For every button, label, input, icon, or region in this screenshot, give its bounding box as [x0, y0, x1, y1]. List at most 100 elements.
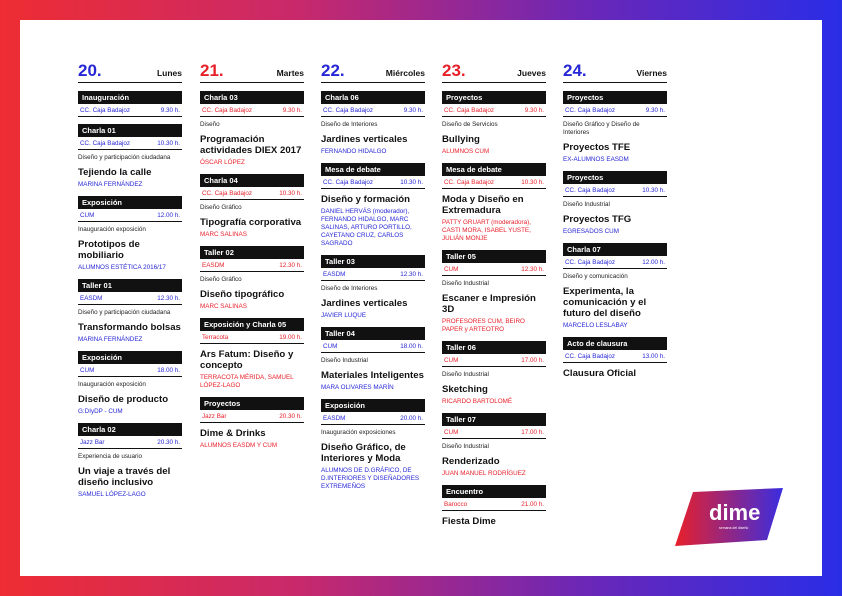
event-location-row: CUM 18.00 h. [321, 340, 425, 353]
event-time: 10.30 h. [400, 179, 423, 186]
event-place: CC. Caja Badajoz [202, 107, 253, 114]
event-block: Taller 01 EASDM 12.30 h. Diseño y participa… [78, 279, 182, 344]
event-label: Exposición [78, 196, 182, 209]
event-title: Moda y Diseño en Extremadura [442, 194, 524, 216]
event-location-row: CC. Caja Badajoz 9.30 h. [200, 104, 304, 117]
event-category: Inauguración exposición [78, 226, 146, 233]
event-label: Charla 03 [200, 91, 304, 104]
logo-text: dime [709, 500, 760, 525]
event-location-row: CC. Caja Badajoz 9.30 h. [563, 104, 667, 117]
event-speakers: MARCELO LESLABAY [563, 322, 628, 329]
event-time: 12.00 h. [157, 212, 180, 219]
event-category: Diseño Industrial [442, 280, 489, 287]
event-speakers: MARC SALINAS [200, 231, 247, 238]
event-time: 17.00 h. [521, 429, 544, 436]
event-place: CC. Caja Badajoz [323, 179, 374, 186]
event-place: CC. Caja Badajoz [323, 107, 374, 114]
event-title: Jardines verticales [321, 134, 408, 145]
event-place: Terracota [202, 334, 229, 341]
event-location-row: Terracota 19.00 h. [200, 331, 304, 344]
event-label: Charla 07 [563, 243, 667, 256]
event-title: Clausura Oficial [563, 368, 637, 379]
event-category: Diseño Industrial [321, 357, 368, 364]
event-label: Exposición y Charla 05 [200, 318, 304, 331]
day-name: Viernes [636, 68, 667, 78]
event-location-row: CC. Caja Badajoz 10.30 h. [321, 176, 425, 189]
event-label: Taller 02 [200, 246, 304, 259]
event-place: CUM [80, 367, 95, 374]
event-label: Charla 06 [321, 91, 425, 104]
event-speakers: FERNANDO HIDALGO [321, 148, 387, 155]
event-block: Charla 03 CC. Caja Badajoz 9.30 h. Diseño Pr… [200, 91, 304, 167]
event-label: Taller 05 [442, 250, 546, 263]
day-header: 20. Lunes [78, 60, 182, 83]
event-label: Taller 04 [321, 327, 425, 340]
event-block: Exposición CUM 18.00 h. Inauguración exposi… [78, 351, 182, 416]
event-place: CC. Caja Badajoz [444, 179, 495, 186]
event-title: Tejiendo la calle [78, 167, 152, 178]
event-speakers: ALUMNOS CUM [442, 148, 490, 155]
event-title: Diseño tipográfico [200, 289, 285, 300]
event-label: Encuentro [442, 485, 546, 498]
day-column: 22. Miércoles Charla 06 CC. Caja Badajoz 9.3… [321, 60, 425, 498]
event-location-row: CC. Caja Badajoz 12.00 h. [563, 256, 667, 269]
event-category: Experiencia de usuario [78, 453, 143, 460]
event-time: 18.00 h. [157, 367, 180, 374]
event-time: 9.30 h. [645, 107, 665, 114]
event-block: Charla 06 CC. Caja Badajoz 9.30 h. Diseño d… [321, 91, 425, 156]
event-speakers: TERRACOTA MÉRIDA, SAMUEL LÓPEZ-LAGO [200, 374, 294, 389]
event-block: Proyectos CC. Caja Badajoz 9.30 h. Diseño G… [563, 91, 667, 164]
schedule-sheet: 20. Lunes Inauguración CC. Caja Badajoz 9.30… [20, 20, 822, 576]
event-time: 13.00 h. [642, 353, 665, 360]
event-location-row: CC. Caja Badajoz 9.30 h. [321, 104, 425, 117]
event-title: Proyectos TFG [563, 214, 632, 225]
event-block: Acto de clausura CC. Caja Badajoz 13.00 h.… [563, 337, 667, 379]
event-title: Sketching [442, 384, 488, 395]
day-name: Lunes [156, 68, 182, 78]
event-speakers: SAMUEL LÓPEZ-LAGO [78, 491, 146, 498]
event-block: Taller 04 CUM 18.00 h. Diseño Industrial Mat… [321, 327, 425, 392]
event-time: 12.30 h. [400, 271, 423, 278]
day-name: Martes [276, 68, 304, 78]
event-time: 9.30 h. [282, 107, 302, 114]
event-label: Proyectos [200, 397, 304, 410]
event-block: Exposición EASDM 20.00 h. Inauguración expo… [321, 399, 425, 491]
event-block: Taller 07 CUM 17.00 h. Diseño Industrial Ren… [442, 413, 546, 478]
event-label: Exposición [78, 351, 182, 364]
dime-logo: dime semana del diseño [675, 488, 783, 546]
event-speakers: ALUMNOS EASDM Y CUM [200, 442, 278, 449]
event-title: Ars Fatum: Diseño y concepto [200, 349, 294, 371]
event-speakers: G:DIyDP - CUM [78, 408, 123, 415]
day-column: 20. Lunes Inauguración CC. Caja Badajoz 9.30… [78, 60, 182, 506]
event-speakers: ALUMNOS ESTÉTICA 2016/17 [78, 264, 166, 271]
event-location-row: CUM 12.30 h. [442, 263, 546, 276]
event-block: Taller 02 EASDM 12.30 h. Diseño Gráfico Dise… [200, 246, 304, 311]
event-title: Dime & Drinks [200, 428, 266, 439]
event-block: Proyectos CC. Caja Badajoz 9.30 h. Diseño d… [442, 91, 546, 156]
event-time: 12.30 h. [279, 262, 302, 269]
day-number: 22. [321, 61, 345, 80]
event-place: EASDM [323, 271, 346, 278]
event-title: Experimenta, la comunicación y el futuro… [563, 286, 647, 319]
event-title: Jardines verticales [321, 298, 408, 309]
event-location-row: CC. Caja Badajoz 10.30 h. [563, 184, 667, 197]
event-place: CUM [444, 429, 459, 436]
event-title: Diseño Gráfico, de Interiores y Moda [321, 442, 406, 464]
event-label: Inauguración [78, 91, 182, 104]
day-number: 23. [442, 61, 466, 80]
event-category: Diseño de Interiores [321, 285, 378, 292]
event-title: Renderizado [442, 456, 500, 467]
day-number: 24. [563, 61, 587, 80]
event-place: EASDM [323, 415, 346, 422]
event-location-row: EASDM 20.00 h. [321, 412, 425, 425]
event-block: Charla 01 CC. Caja Badajoz 10.30 h. Diseño … [78, 124, 182, 189]
event-place: Jazz Bar [202, 413, 227, 420]
event-category: Diseño y comunicación [563, 273, 628, 280]
event-label: Proyectos [442, 91, 546, 104]
event-location-row: CUM 18.00 h. [78, 364, 182, 377]
event-speakers: MARINA FERNÁNDEZ [78, 336, 143, 343]
event-block: Proyectos CC. Caja Badajoz 10.30 h. Diseño … [563, 171, 667, 236]
logo-shape [675, 488, 783, 546]
event-title: Materiales Inteligentes [321, 370, 424, 381]
logo-tagline: semana del diseño [719, 526, 748, 530]
